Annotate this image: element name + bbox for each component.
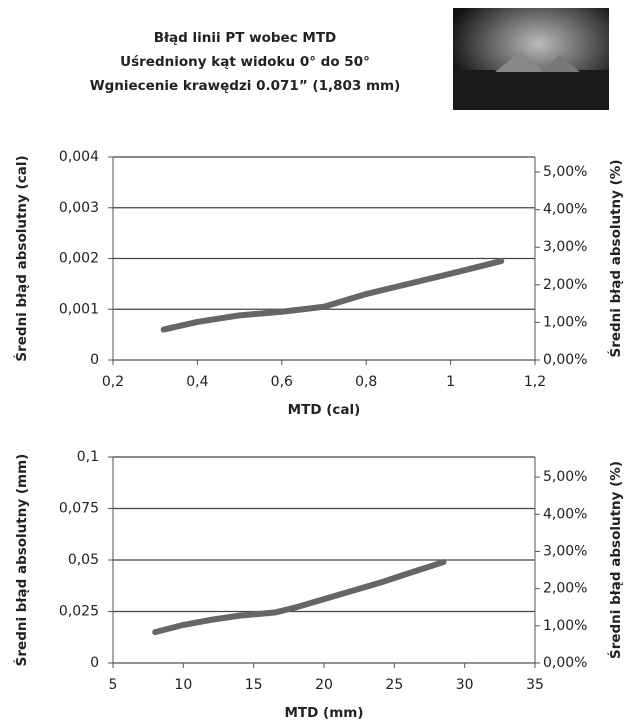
y-tick-label: 0,05 — [68, 552, 99, 568]
y2-axis-label: Średni błąd absolutny (%) — [606, 159, 624, 357]
y-tick-label: 0 — [90, 655, 99, 671]
y-tick-label: 0,004 — [59, 149, 99, 165]
y2-tick-label: 3,00% — [543, 239, 587, 255]
x-tick-label: 15 — [245, 677, 263, 693]
y-axis-label: Średni błąd absolutny (mm) — [12, 454, 30, 667]
y-tick-label: 0,025 — [59, 604, 99, 620]
y2-tick-label: 1,00% — [543, 618, 587, 634]
x-tick-label: 35 — [526, 677, 544, 693]
x-axis-label: MTD (cal) — [288, 402, 361, 418]
y-tick-label: 0,001 — [59, 301, 99, 317]
y-tick-label: 0,1 — [77, 449, 99, 465]
y-tick-label: 0,003 — [59, 200, 99, 216]
x-tick-label: 10 — [174, 677, 192, 693]
inspection-photo — [453, 8, 609, 110]
x-tick-label: 30 — [456, 677, 474, 693]
x-tick-label: 0,8 — [355, 374, 377, 390]
y2-tick-label: 0,00% — [543, 352, 587, 368]
y2-tick-label: 3,00% — [543, 543, 587, 559]
x-tick-label: 0,2 — [102, 374, 124, 390]
y-tick-label: 0,075 — [59, 501, 99, 517]
x-tick-label: 0,6 — [271, 374, 293, 390]
x-tick-label: 20 — [315, 677, 333, 693]
title-line: Wgniecenie krawędzi 0.071” (1,803 mm) — [90, 78, 401, 94]
x-axis-label: MTD (mm) — [284, 705, 363, 721]
y2-tick-label: 1,00% — [543, 314, 587, 330]
y2-tick-label: 4,00% — [543, 202, 587, 218]
title-line: Błąd linii PT wobec MTD — [154, 30, 337, 46]
y-tick-label: 0 — [90, 352, 99, 368]
x-tick-label: 0,4 — [186, 374, 208, 390]
y2-tick-label: 5,00% — [543, 164, 587, 180]
x-tick-label: 1 — [446, 374, 455, 390]
x-tick-label: 1,2 — [524, 374, 546, 390]
y2-axis-label: Średni błąd absolutny (%) — [606, 461, 624, 659]
data-line — [152, 559, 447, 636]
y2-tick-label: 2,00% — [543, 277, 587, 293]
y2-tick-label: 4,00% — [543, 506, 587, 522]
y-tick-label: 0,002 — [59, 251, 99, 267]
x-tick-label: 5 — [109, 677, 118, 693]
y-axis-label: Średni błąd absolutny (cal) — [12, 155, 30, 361]
x-tick-label: 25 — [385, 677, 403, 693]
y2-tick-label: 2,00% — [543, 581, 587, 597]
y2-tick-label: 0,00% — [543, 655, 587, 671]
title-line: Uśredniony kąt widoku 0° do 50° — [120, 54, 370, 70]
data-line — [160, 258, 505, 333]
y2-tick-label: 5,00% — [543, 469, 587, 485]
